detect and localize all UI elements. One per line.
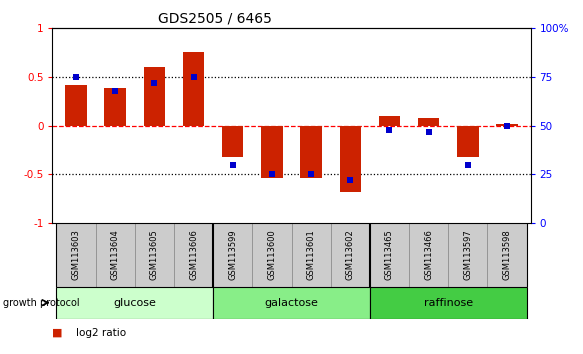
Bar (174, 223, 213, 287)
Bar (457, 126, 479, 157)
Text: GSM113465: GSM113465 (385, 229, 394, 280)
Point (267, 172, 276, 177)
Bar (213, 287, 370, 319)
Text: GSM113598: GSM113598 (503, 229, 511, 280)
Point (385, 127, 394, 132)
Text: raffinose: raffinose (424, 298, 473, 308)
Point (463, 162, 472, 167)
Text: growth protocol: growth protocol (3, 298, 79, 308)
Text: GSM113604: GSM113604 (111, 229, 120, 280)
Bar (487, 223, 526, 287)
Bar (300, 126, 322, 178)
Text: log2 ratio: log2 ratio (76, 328, 126, 338)
Bar (370, 223, 409, 287)
Bar (57, 287, 213, 319)
Bar (104, 88, 126, 126)
Text: GSM113605: GSM113605 (150, 229, 159, 280)
Text: GSM113597: GSM113597 (463, 229, 472, 280)
Bar (96, 223, 135, 287)
Bar (65, 85, 87, 126)
Text: GSM113599: GSM113599 (228, 229, 237, 280)
Bar (252, 223, 292, 287)
Bar (135, 223, 174, 287)
Bar (418, 118, 440, 126)
Point (503, 123, 512, 129)
Bar (496, 124, 518, 126)
Bar (292, 223, 331, 287)
Bar (261, 126, 283, 178)
Bar (222, 126, 244, 157)
Text: glucose: glucose (113, 298, 156, 308)
Bar (339, 126, 361, 192)
Bar (213, 223, 252, 287)
Text: GSM113600: GSM113600 (268, 229, 276, 280)
Bar (379, 116, 401, 126)
Bar (143, 67, 165, 126)
Bar (331, 223, 370, 287)
Bar (409, 223, 448, 287)
Text: GDS2505 / 6465: GDS2505 / 6465 (157, 12, 272, 26)
Bar (448, 223, 487, 287)
Bar (182, 52, 204, 126)
Bar (57, 223, 96, 287)
Point (424, 129, 433, 135)
Point (307, 172, 316, 177)
Text: GSM113603: GSM113603 (72, 229, 80, 280)
Point (228, 162, 237, 167)
Text: GSM113606: GSM113606 (189, 229, 198, 280)
Point (150, 80, 159, 86)
Bar (370, 287, 526, 319)
Text: GSM113601: GSM113601 (307, 229, 315, 280)
Text: galactose: galactose (265, 298, 318, 308)
Text: GSM113602: GSM113602 (346, 229, 355, 280)
Point (71, 74, 80, 80)
Text: ■: ■ (52, 328, 63, 338)
Point (111, 88, 120, 93)
Text: GSM113466: GSM113466 (424, 229, 433, 280)
Point (189, 74, 198, 80)
Point (346, 177, 355, 183)
